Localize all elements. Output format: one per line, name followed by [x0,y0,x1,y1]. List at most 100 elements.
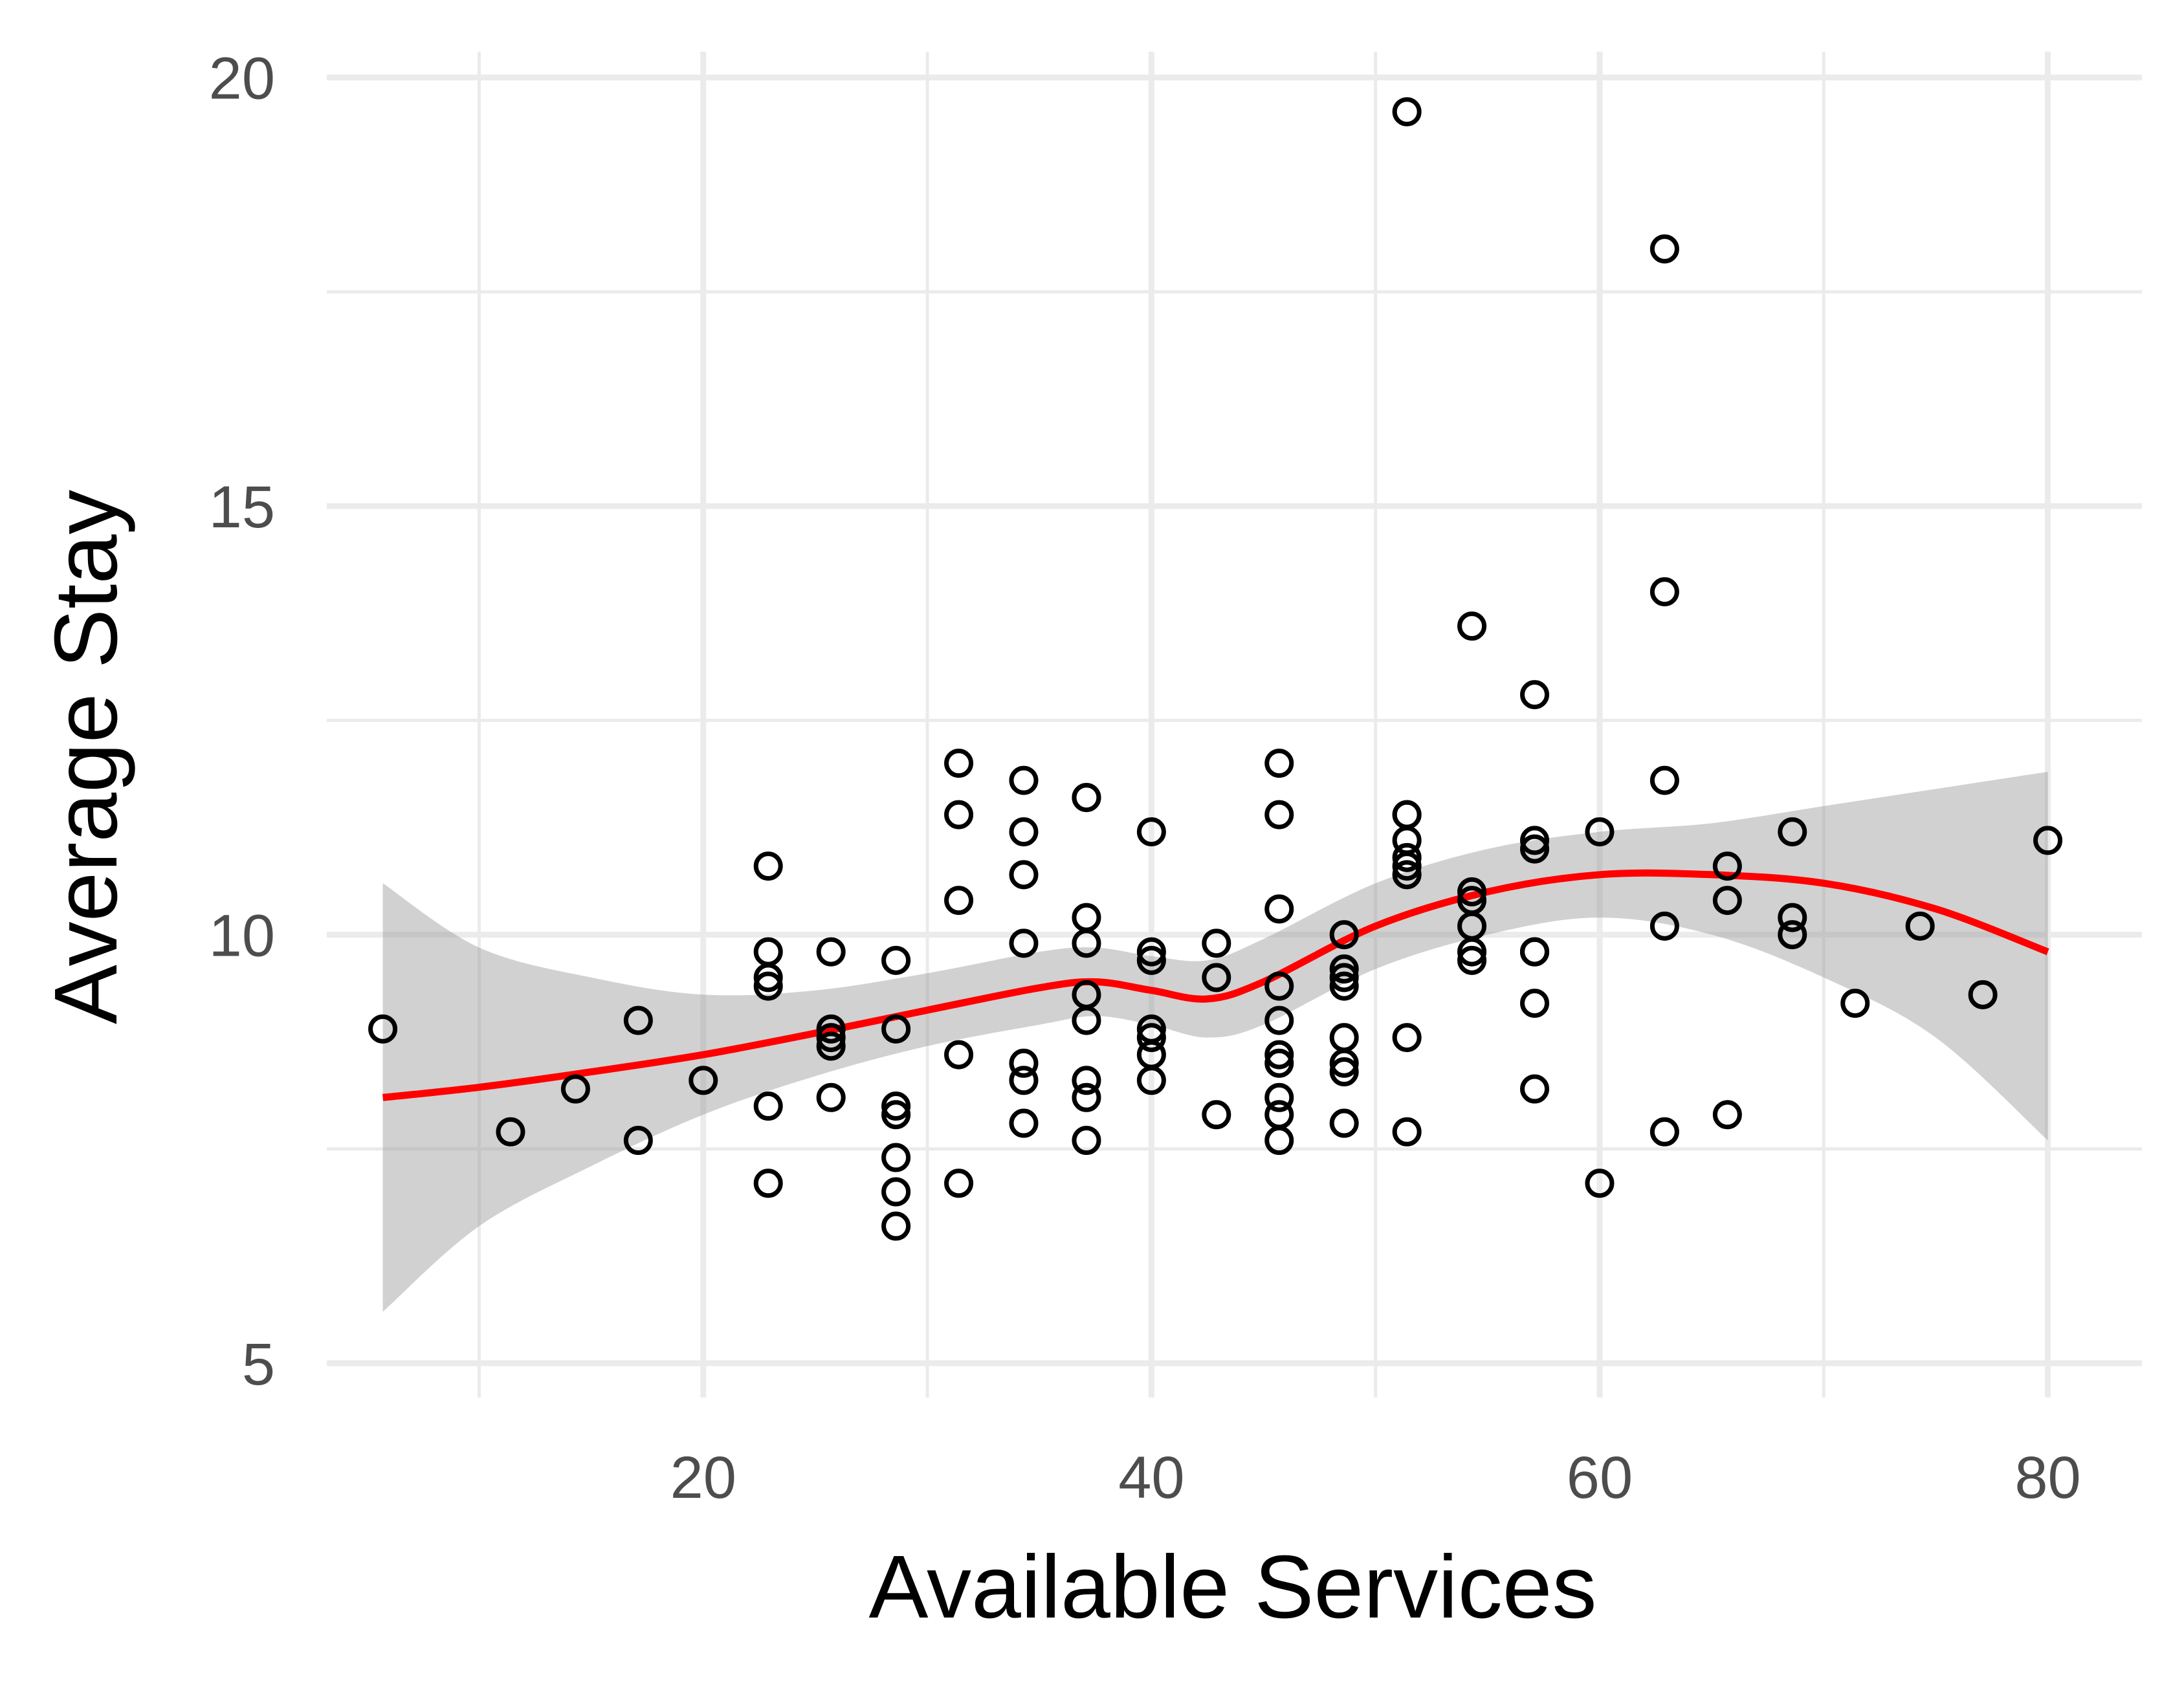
data-point [496,1117,525,1147]
data-point [1329,920,1359,950]
data-point [1264,1082,1294,1112]
data-point [816,937,846,967]
data-point [816,1023,846,1053]
data-point [753,963,783,993]
data-point [1009,928,1039,958]
data-point [1712,886,1742,916]
y-tick-label: 5 [242,1332,275,1398]
data-point [1264,1100,1294,1130]
data-point [2033,826,2063,855]
data-point [1649,765,1679,795]
data-point [1649,1117,1679,1147]
data-point [881,1211,911,1241]
data-point [1778,920,1807,950]
data-point [1329,1057,1359,1087]
x-axis-title: Available Services [868,1537,1596,1637]
grid [327,52,2142,1398]
data-point [753,851,783,881]
data-point [1202,963,1231,993]
data-point [1264,1005,1294,1035]
data-point [881,945,911,975]
data-point [1392,1117,1422,1147]
data-point [560,1074,590,1104]
data-point [1392,800,1422,829]
x-axis-ticks: 20 40 60 80 [670,1445,2081,1511]
data-point [1009,817,1039,847]
data-point [1202,1100,1231,1130]
data-point [1520,989,1550,1018]
data-point [1329,971,1359,1001]
data-point [1072,783,1101,813]
data-point [1264,800,1294,829]
data-point [1072,928,1101,958]
data-point [1264,894,1294,924]
data-point [1392,1023,1422,1053]
data-point [1968,980,1998,1009]
x-tick-label: 60 [1567,1445,1633,1511]
data-point [1778,903,1807,932]
x-tick-label: 40 [1118,1445,1184,1511]
data-point [881,1177,911,1207]
data-point [1392,97,1422,127]
data-point [1329,954,1359,984]
confidence-band [382,771,2048,1312]
x-tick-label: 80 [2014,1445,2080,1511]
data-point [1329,1108,1359,1138]
data-point [881,1143,911,1172]
data-point [1840,989,1870,1018]
data-point [1392,842,1422,872]
data-point [944,1040,974,1070]
data-point [881,1100,911,1130]
data-point [1264,1126,1294,1156]
data-point [944,749,974,778]
data-point [1649,234,1679,264]
data-point [1712,1100,1742,1130]
y-tick-label: 15 [209,474,275,540]
y-axis-ticks: 5 10 15 20 [209,46,275,1398]
data-point [1392,851,1422,881]
data-point [944,886,974,916]
data-point [689,1066,718,1095]
data-point [1136,1066,1166,1095]
y-tick-label: 10 [209,903,275,969]
data-point [1136,937,1166,967]
data-point [1457,611,1487,641]
data-point [1520,937,1550,967]
data-point [753,1169,783,1198]
data-point [1329,963,1359,993]
data-point [1585,817,1615,847]
data-point [1329,1023,1359,1053]
data-point [1264,1040,1294,1070]
data-point [753,1092,783,1121]
data-point [1649,577,1679,607]
data-point [1520,680,1550,710]
data-point [816,1082,846,1112]
data-point [1264,749,1294,778]
data-point [816,1031,846,1061]
data-point [1009,1048,1039,1078]
data-point [1009,860,1039,890]
data-point [1072,903,1101,932]
data-point [623,1126,653,1156]
data-point [1649,911,1679,941]
data-point [944,800,974,829]
confidence-band-layer [382,771,2048,1312]
data-point [881,1014,911,1044]
data-point [881,1092,911,1121]
data-point [1457,937,1487,967]
y-axis-title: Average Stay [36,490,136,1024]
points-layer [368,97,2063,1241]
data-point [1072,1082,1101,1112]
x-tick-label: 20 [670,1445,736,1511]
data-point [1392,860,1422,890]
data-point [623,1005,653,1035]
data-point [1136,817,1166,847]
data-point [1009,1108,1039,1138]
data-point [1202,928,1231,958]
data-point [368,1014,398,1044]
data-point [1585,1169,1615,1198]
data-point [1009,765,1039,795]
data-point [1329,1048,1359,1078]
data-point [1457,877,1487,906]
